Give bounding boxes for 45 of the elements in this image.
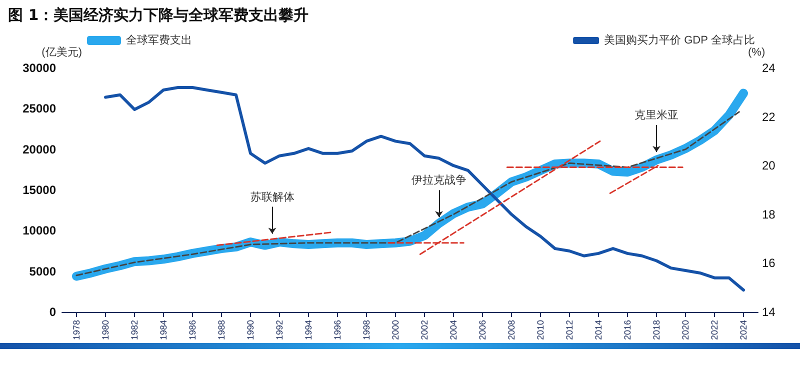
x-tick-label: 2008 [506,320,516,340]
y2-tick-label: 16 [762,256,776,270]
y-tick-label: 30000 [22,61,56,75]
x-tick-label: 1998 [362,320,372,340]
x-tick-label: 2020 [680,320,690,340]
legend-label: 美国购买力平价 GDP 全球占比 [604,34,755,46]
y-tick-label: 0 [49,305,56,319]
y2-tick-label: 24 [762,61,776,75]
y-tick-label: 20000 [22,142,56,156]
y2-tick-label: 18 [762,207,776,222]
y-tick-label: 15000 [22,183,56,197]
x-tick-label: 1990 [246,320,256,340]
x-tick-label: 1980 [100,320,110,340]
x-tick-label: 1992 [274,320,284,340]
annotation: 苏联解体 [250,190,294,204]
chart-title: 图 1：美国经济实力下降与全球军费支出攀升 [8,6,309,25]
y2-tick-label: 20 [762,158,776,173]
x-tick-label: 1988 [216,320,226,340]
x-tick-label: 1984 [158,320,168,340]
x-tick-label: 2006 [478,320,488,340]
annotation: 伊拉克战争 [412,174,466,187]
x-tick-label: 2018 [652,320,662,340]
legend-label: 全球军费支出 [126,34,192,46]
y-axis-title: (亿美元) [42,46,82,58]
x-tick-label: 2004 [448,320,458,340]
y-tick-label: 10000 [22,224,56,238]
x-tick-label: 2024 [738,320,748,340]
x-tick-label: 2016 [622,320,632,340]
x-tick-label: 2012 [564,320,574,340]
y-tick-label: 25000 [22,102,56,116]
y2-tick-label: 22 [762,110,776,124]
x-tick-label: 1978 [72,320,82,340]
x-tick-label: 2010 [536,320,546,340]
x-tick-label: 2014 [594,320,604,340]
y-tick-label: 5000 [29,264,56,278]
x-tick-label: 2000 [390,320,400,340]
y2-axis-title: (%) [748,46,766,58]
x-tick-label: 2022 [710,320,720,340]
x-tick-label: 1986 [188,320,198,340]
x-tick-label: 1994 [304,320,314,340]
annotation: 克里米亚 [634,108,678,122]
x-tick-label: 1982 [130,320,140,340]
y2-tick-label: 14 [762,305,776,319]
x-tick-label: 2002 [420,320,430,340]
x-tick-label: 1996 [332,320,342,340]
